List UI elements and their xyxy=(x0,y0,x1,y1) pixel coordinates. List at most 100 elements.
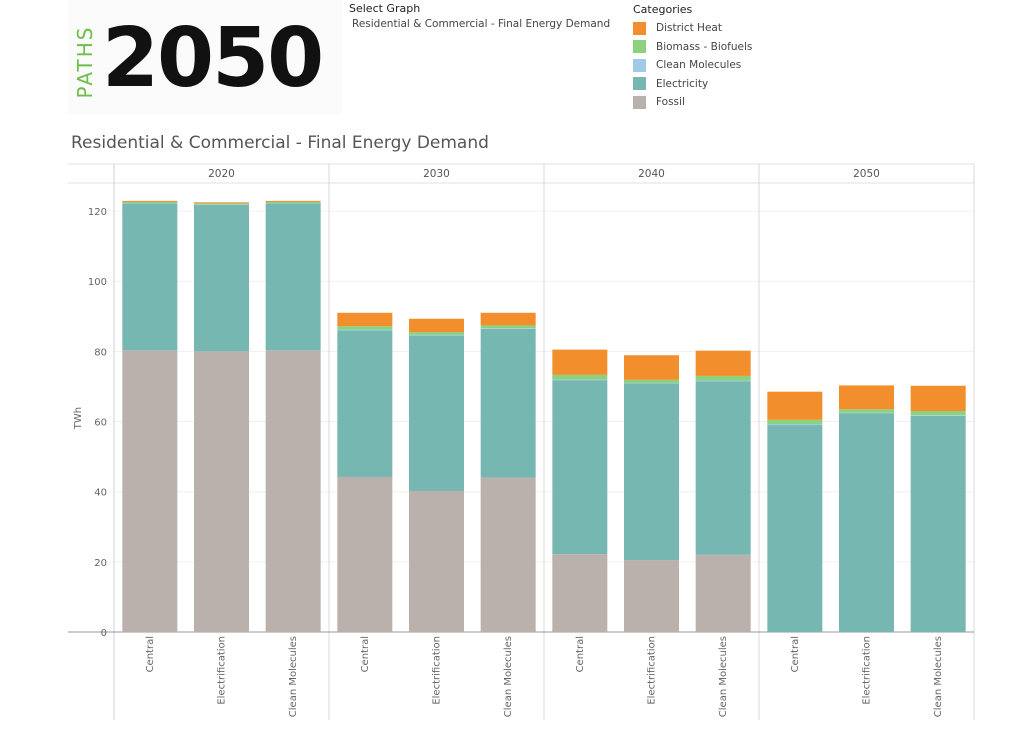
legend-title: Categories xyxy=(633,3,693,16)
bar-segment-electricity xyxy=(337,330,393,477)
bar-segment-biomass-biofuels xyxy=(910,411,966,416)
bar-segment-fossil xyxy=(337,476,393,632)
bar-segment-electricity xyxy=(624,383,679,561)
bar-segment-biomass-biofuels xyxy=(767,419,823,424)
bar-segment-fossil xyxy=(409,490,464,632)
bar-segment-fossil xyxy=(695,554,751,632)
bar-segment-electricity xyxy=(409,335,464,491)
bar-segment-district-heat xyxy=(265,200,321,202)
bar-segment-biomass-biofuels xyxy=(409,332,464,335)
legend-item-label: Clean Molecules xyxy=(656,59,742,72)
logo-2050-text: 2050 xyxy=(102,11,324,106)
y-tick-label: 40 xyxy=(94,488,107,499)
chart-title: Residential & Commercial - Final Energy … xyxy=(71,133,489,153)
bar-segment-district-heat xyxy=(624,355,679,380)
legend-swatch xyxy=(633,95,646,109)
category-label: Central xyxy=(145,636,156,672)
y-tick-label: 60 xyxy=(94,418,107,429)
category-label: Clean Molecules xyxy=(933,636,944,717)
legend-swatch xyxy=(633,40,646,54)
bar-segment-district-heat xyxy=(552,349,608,375)
bar-segment-biomass-biofuels xyxy=(122,201,178,203)
bar-segment-clean-molecules xyxy=(480,328,536,329)
bar-segment-biomass-biofuels xyxy=(480,325,536,329)
bar-segment-biomass-biofuels xyxy=(337,326,393,330)
bar-segment-biomass-biofuels xyxy=(839,409,894,413)
bar-segment-electricity xyxy=(194,204,249,352)
category-label: Clean Molecules xyxy=(503,636,514,717)
bar-segment-electricity xyxy=(265,203,321,351)
bar-segment-clean-molecules xyxy=(695,380,751,382)
bar-segment-electricity xyxy=(767,425,823,632)
legend-item-label: District Heat xyxy=(656,22,722,35)
category-label: Central xyxy=(575,636,586,672)
bar-segment-biomass-biofuels xyxy=(695,375,751,381)
category-label: Electrification xyxy=(217,636,228,705)
select-graph-value[interactable]: Residential & Commercial - Final Energy … xyxy=(352,18,611,30)
bar-segment-electricity xyxy=(910,415,966,632)
bar-segment-clean-molecules xyxy=(552,379,608,381)
select-graph-control: Select Graph Residential & Commercial - … xyxy=(349,2,610,30)
panel-header-2040: 2040 xyxy=(638,168,665,180)
legend-item-label: Fossil xyxy=(656,96,685,109)
y-tick-label: 120 xyxy=(88,207,107,218)
y-tick-label: 0 xyxy=(101,628,107,639)
y-tick-label: 100 xyxy=(88,277,107,288)
legend-item-clean-molecules[interactable]: Clean Molecules xyxy=(633,56,752,75)
bar-segment-district-heat xyxy=(767,391,823,420)
paths2050-logo: PATHS 2050 xyxy=(68,0,342,114)
bar-segment-fossil xyxy=(552,554,608,632)
bar-segment-fossil xyxy=(194,351,249,632)
bar-segment-biomass-biofuels xyxy=(265,201,321,203)
bar-segment-district-heat xyxy=(480,312,536,326)
bar-segment-district-heat xyxy=(695,350,751,376)
bar-segment-clean-molecules xyxy=(337,329,393,331)
bar-segment-district-heat xyxy=(910,385,966,412)
bar-segment-fossil xyxy=(265,350,321,632)
bar-segment-district-heat xyxy=(122,200,178,202)
legend-item-district-heat[interactable]: District Heat xyxy=(633,19,752,38)
bar-segment-biomass-biofuels xyxy=(552,374,608,380)
legend-item-label: Biomass - Biofuels xyxy=(656,40,753,53)
bar-segment-fossil xyxy=(122,350,178,632)
bar-segment-fossil xyxy=(480,477,536,632)
category-label: Electrification xyxy=(647,636,658,705)
bar-segment-district-heat xyxy=(194,202,249,204)
legend-item-biomass-biofuels[interactable]: Biomass - Biofuels xyxy=(633,38,752,57)
bar-segment-clean-molecules xyxy=(910,415,966,416)
category-label: Electrification xyxy=(432,636,443,705)
y-tick-label: 20 xyxy=(94,558,107,569)
legend-swatch xyxy=(633,77,646,91)
bar-segment-electricity xyxy=(122,203,178,351)
category-label: Central xyxy=(790,636,801,672)
category-label: Clean Molecules xyxy=(718,636,729,717)
bar-segment-electricity xyxy=(480,328,536,478)
legend-swatch xyxy=(633,58,646,72)
legend-item-label: Electricity xyxy=(656,77,709,90)
category-label: Clean Molecules xyxy=(288,636,299,717)
bar-segment-district-heat xyxy=(839,385,894,410)
bar-segment-clean-molecules xyxy=(409,334,464,336)
panel-header-2020: 2020 xyxy=(208,168,235,180)
select-graph-label: Select Graph xyxy=(349,2,421,15)
bar-segment-district-heat xyxy=(409,318,464,333)
bar-segment-clean-molecules xyxy=(767,423,823,426)
bar-segment-biomass-biofuels xyxy=(194,203,249,205)
bar-segment-biomass-biofuels xyxy=(624,379,679,383)
categories-legend: Categories District Heat Biomass - Biofu… xyxy=(633,3,752,112)
y-tick-label: 80 xyxy=(94,347,107,358)
bar-segment-electricity xyxy=(552,380,608,555)
category-label: Electrification xyxy=(862,636,873,705)
bar-segment-fossil xyxy=(624,560,679,632)
y-axis-title: TWh xyxy=(73,407,84,430)
panel-header-2030: 2030 xyxy=(423,168,450,180)
bar-segment-district-heat xyxy=(337,312,393,327)
bar-segment-electricity xyxy=(839,413,894,632)
bar-segment-electricity xyxy=(695,381,751,555)
panel-header-2050: 2050 xyxy=(853,168,880,180)
legend-item-electricity[interactable]: Electricity xyxy=(633,75,752,94)
legend-item-fossil[interactable]: Fossil xyxy=(633,93,752,112)
legend-swatch xyxy=(633,21,646,35)
category-label: Central xyxy=(360,636,371,672)
